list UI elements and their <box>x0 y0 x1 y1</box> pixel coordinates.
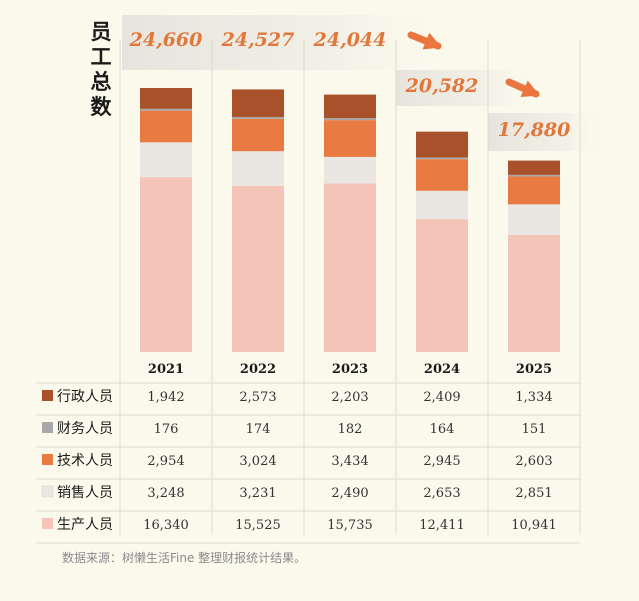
total-label: 24,660 <box>129 29 203 51</box>
data-source-note: 数据来源：树懒生活Fine 整理财报统计结果。 <box>62 551 307 565</box>
legend-label: 销售人员 <box>57 485 113 501</box>
bar-segment <box>416 131 468 158</box>
table-cell: 2,409 <box>423 390 460 405</box>
table-cell: 2,945 <box>423 454 460 469</box>
legend-swatch <box>42 422 53 433</box>
legend-swatch <box>42 518 53 529</box>
table-cell: 164 <box>430 422 455 437</box>
legend-swatch <box>42 454 53 465</box>
title-char: 员 <box>90 20 112 44</box>
table-cell: 15,735 <box>327 518 373 533</box>
bar-segment <box>140 177 192 352</box>
bar-segment <box>232 151 284 186</box>
table-cell: 3,248 <box>147 486 184 501</box>
table-cell: 2,653 <box>423 486 460 501</box>
table-cell: 3,434 <box>331 454 368 469</box>
year-label: 2025 <box>516 362 552 377</box>
bar-segment <box>508 204 560 235</box>
bar-segment <box>416 219 468 352</box>
table-cell: 151 <box>522 422 547 437</box>
table-cell: 2,203 <box>331 390 368 405</box>
table-cell: 12,411 <box>419 518 465 533</box>
total-label: 20,582 <box>405 75 479 97</box>
total-label: 17,880 <box>498 119 571 141</box>
bar-segment <box>140 110 192 143</box>
table-cell: 2,573 <box>239 390 276 405</box>
total-band <box>122 15 452 70</box>
table-cell: 182 <box>338 422 363 437</box>
bar-segment <box>140 108 192 111</box>
table-cell: 2,490 <box>331 486 368 501</box>
bar-segment <box>508 174 560 177</box>
bar-segment <box>232 89 284 117</box>
chart-title: 员 工 总 数 <box>88 20 114 120</box>
bar-segment <box>416 157 468 160</box>
table-cell: 2,603 <box>515 454 552 469</box>
bar-segment <box>324 120 376 157</box>
trend-arrow-head <box>520 80 540 97</box>
table-cell: 10,941 <box>511 518 557 533</box>
total-label: 24,527 <box>221 29 295 51</box>
legend-swatch <box>42 390 53 401</box>
bar-segment <box>508 176 560 205</box>
year-label: 2022 <box>240 362 276 377</box>
year-label: 2023 <box>332 362 368 377</box>
table-cell: 15,525 <box>235 518 281 533</box>
table-cell: 1,334 <box>515 390 552 405</box>
bar-segment <box>508 160 560 175</box>
bar-segment <box>140 142 192 178</box>
bar-segment <box>324 156 376 184</box>
table-cell: 16,340 <box>143 518 189 533</box>
title-char: 总 <box>90 70 112 94</box>
table-cell: 174 <box>246 422 271 437</box>
bar-segment <box>324 118 376 121</box>
bar-segment <box>416 159 468 191</box>
year-label: 2021 <box>148 362 184 377</box>
legend-label: 财务人员 <box>57 421 113 437</box>
title-char: 工 <box>90 45 112 69</box>
table-cell: 1,942 <box>147 390 184 405</box>
bar-segment <box>232 118 284 152</box>
trend-arrow-head <box>422 32 442 50</box>
legend-swatch <box>41 485 54 498</box>
total-band <box>488 113 608 151</box>
table-cell: 2,851 <box>515 486 552 501</box>
title-char: 数 <box>90 95 112 119</box>
total-band <box>396 70 536 106</box>
legend-label: 技术人员 <box>57 453 113 469</box>
bar-segment <box>324 183 376 352</box>
total-label: 24,044 <box>313 29 387 51</box>
bar-segment <box>324 94 376 119</box>
year-label: 2024 <box>424 362 460 377</box>
bar-segment <box>140 88 192 109</box>
bar-segment <box>232 116 284 119</box>
table-cell: 3,231 <box>239 486 276 501</box>
bar-segment <box>232 185 284 352</box>
table-cell: 176 <box>154 422 179 437</box>
legend-label: 行政人员 <box>57 389 113 405</box>
legend-label: 生产人员 <box>57 517 113 533</box>
bar-segment <box>508 234 560 352</box>
bar-segment <box>416 190 468 220</box>
table-cell: 3,024 <box>239 454 276 469</box>
table-cell: 2,954 <box>147 454 184 469</box>
